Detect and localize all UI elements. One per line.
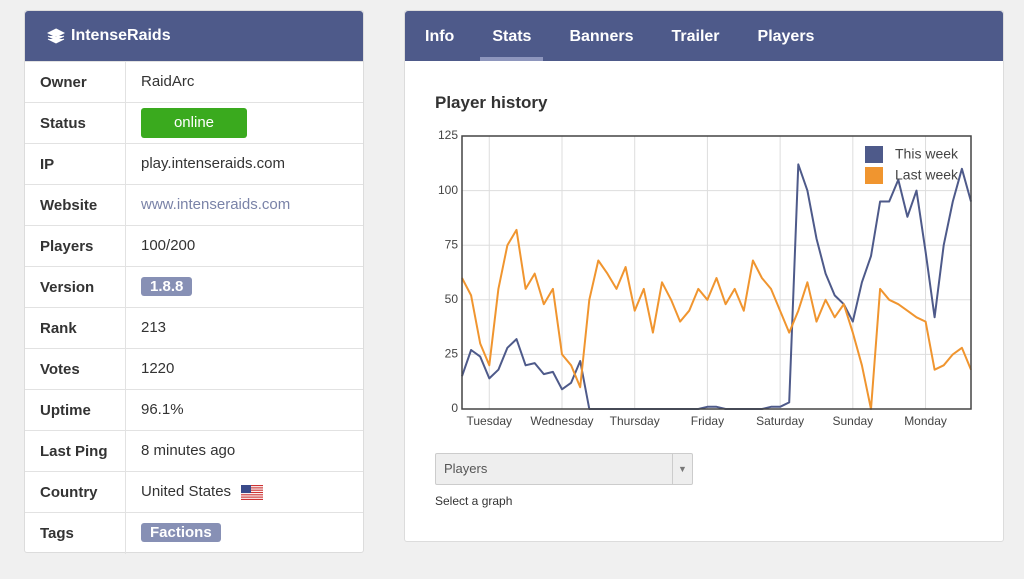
tab-bar: Info Stats Banners Trailer Players <box>405 11 1003 61</box>
row-value: 213 <box>141 319 167 336</box>
row-separator <box>125 226 126 267</box>
tab-panel: Info Stats Banners Trailer Players Player hi… <box>404 10 1004 542</box>
series-line <box>461 163 972 410</box>
x-tick-label: Tuesday <box>466 414 512 428</box>
row-label: Country <box>40 484 98 501</box>
info-row: Owner RaidArc <box>25 61 363 103</box>
y-tick-label: 75 <box>445 237 459 251</box>
row-separator <box>125 390 126 431</box>
info-row: Version 1.8.8 <box>25 266 363 308</box>
flag-stripe <box>241 489 263 491</box>
tag-badge: Factions <box>141 523 221 542</box>
row-separator <box>125 431 126 472</box>
y-tick-label: 125 <box>438 128 458 142</box>
server-title: IntenseRaids <box>71 27 171 44</box>
chart: 0 25 50 75 100 125 Tuesday Wednesday Thursday Fri… <box>438 128 972 428</box>
tab[interactable]: Stats <box>480 11 544 61</box>
status-badge: online <box>141 108 247 138</box>
flag <box>241 485 263 500</box>
row-label: Website <box>40 197 98 214</box>
y-tick-label: 50 <box>445 292 459 306</box>
tab[interactable]: Info <box>425 28 455 45</box>
row-value: RaidArc <box>141 73 195 90</box>
tab[interactable]: Banners <box>569 28 634 45</box>
row-value: 100/200 <box>141 237 196 254</box>
row-separator <box>125 308 126 349</box>
flag-canton <box>241 485 251 493</box>
flag-stripe <box>241 496 263 498</box>
graph-select[interactable]: Players ▼ <box>435 453 693 485</box>
plot-frame <box>461 135 972 410</box>
row-separator <box>125 472 126 513</box>
flag-stripe <box>241 487 263 489</box>
info-row: Last Ping 8 minutes ago <box>25 430 363 472</box>
select-value: Players <box>444 461 488 476</box>
info-row: IP play.intenseraids.com <box>25 143 363 185</box>
legend-label: This week <box>895 146 959 162</box>
x-tick-label: Wednesday <box>530 414 593 428</box>
row-separator <box>125 513 126 554</box>
info-row: Players 100/200 <box>25 225 363 267</box>
row-separator <box>125 185 126 226</box>
x-tick-label: Monday <box>904 414 947 428</box>
x-tick-label: Friday <box>691 414 724 428</box>
icon <box>47 28 65 44</box>
row-link[interactable]: www.intenseraids.com <box>141 196 291 213</box>
row-separator <box>125 349 126 390</box>
select-caption: Select a graph <box>435 494 513 508</box>
flag-stripe <box>241 485 263 487</box>
dropdown-arrow: ▼ <box>672 454 692 484</box>
row-label: Owner <box>40 74 87 91</box>
info-row: Status online <box>25 102 363 144</box>
chart-title: Player history <box>435 93 548 112</box>
y-tick-label: 0 <box>451 401 458 415</box>
info-row: Uptime 96.1% <box>25 389 363 431</box>
row-separator <box>125 144 126 185</box>
server-panel: IntenseRaids Owner RaidArc Status online IP p… <box>24 10 364 554</box>
row-label: Tags <box>40 525 74 542</box>
y-tick-label: 25 <box>445 347 459 361</box>
tab[interactable]: Trailer <box>671 28 720 45</box>
row-label: Rank <box>40 320 77 337</box>
x-tick-label: Sunday <box>832 414 873 428</box>
tag-badge: 1.8.8 <box>141 277 193 296</box>
tab[interactable]: Players <box>757 28 815 45</box>
server-header: IntenseRaids <box>25 11 363 61</box>
flag-stripe <box>241 491 263 494</box>
row-value: 96.1% <box>141 401 184 418</box>
info-row: Rank 213 <box>25 307 363 349</box>
row-label: Votes <box>40 361 80 378</box>
legend-swatch <box>865 167 883 184</box>
x-tick-label: Saturday <box>756 414 804 428</box>
info-row: Votes 1220 <box>25 348 363 390</box>
legend-swatch <box>865 146 883 163</box>
legend-label: Last week <box>895 167 959 183</box>
row-label: Last Ping <box>40 443 108 460</box>
row-label: Uptime <box>40 402 91 419</box>
y-tick-label: 100 <box>438 183 458 197</box>
row-value: 1220 <box>141 360 175 377</box>
x-tick-label: Thursday <box>610 414 660 428</box>
series-line <box>461 228 972 410</box>
row-value: 8 minutes ago <box>141 442 236 459</box>
row-label: Version <box>40 279 95 296</box>
row-label: Players <box>40 238 94 255</box>
row-label: IP <box>40 156 55 173</box>
row-separator <box>125 267 126 308</box>
row-value: play.intenseraids.com <box>141 155 285 172</box>
row-value: United States <box>141 483 232 500</box>
row-separator <box>125 103 126 144</box>
row-label: Status <box>40 115 86 132</box>
flag-stripe <box>241 498 263 500</box>
row-separator <box>125 62 126 103</box>
info-row: Website www.intenseraids.com <box>25 184 363 226</box>
info-row: Tags Factions <box>25 512 363 554</box>
info-row: Country United States <box>25 471 363 513</box>
flag-stripe <box>241 494 263 496</box>
